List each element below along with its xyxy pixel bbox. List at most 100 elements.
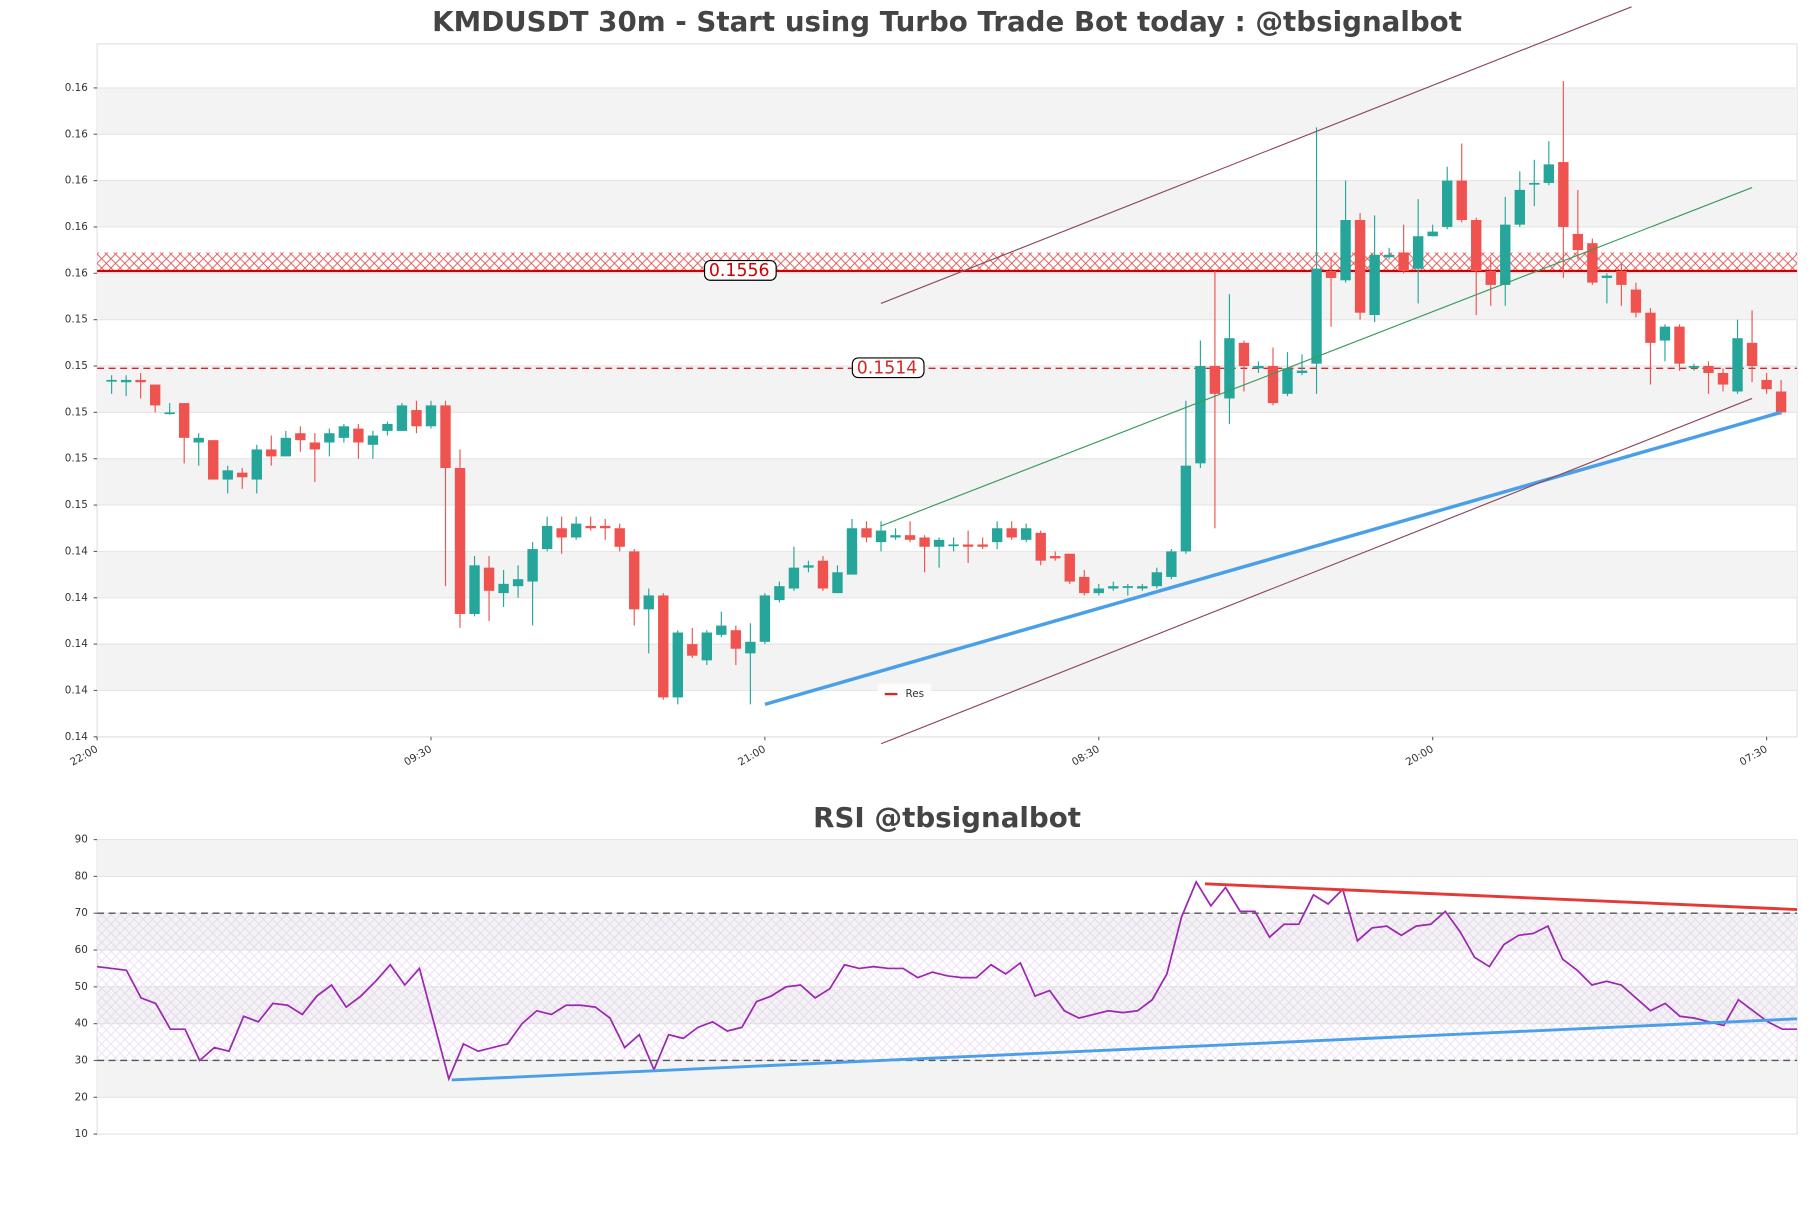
candle-body — [353, 428, 364, 443]
level-label-box — [851, 357, 925, 379]
candle-body — [193, 437, 204, 443]
trend-line — [880, 187, 1753, 527]
level-label: 0.1556 — [709, 261, 770, 281]
candle-body — [1166, 551, 1177, 577]
x-tick-label: 09:30 — [402, 743, 434, 768]
x-tick-label: 20:00 — [1404, 743, 1436, 768]
candle-body — [919, 537, 930, 547]
y-tick-label: 0.16 — [65, 128, 88, 140]
candle-body — [832, 572, 843, 594]
candle-body — [933, 539, 945, 547]
candle-body — [1500, 224, 1511, 285]
y-tick-label: 0.16 — [65, 267, 88, 279]
candle-body — [382, 423, 393, 431]
candle-body — [1209, 366, 1221, 394]
candle-body — [1383, 254, 1395, 258]
chart-title: KMDUSDT 30m - Start using Turbo Trade Bo… — [432, 5, 1462, 38]
y-tick-label: 0.14 — [65, 545, 88, 557]
candle-body — [1630, 289, 1642, 313]
trend-line — [880, 397, 1753, 745]
candle-body — [977, 544, 988, 547]
candle-body — [1253, 366, 1264, 369]
candle-body — [498, 583, 509, 594]
candle-body — [1137, 586, 1148, 589]
grid-band — [97, 273, 1798, 320]
candle-body — [1703, 366, 1714, 373]
y-tick-label: 0.14 — [65, 638, 88, 650]
candle-body — [1354, 220, 1366, 313]
y-tick-label: 0.15 — [65, 499, 88, 511]
y-tick-label: 0.16 — [65, 175, 88, 187]
candle-body — [962, 544, 974, 547]
candle-body — [890, 535, 901, 538]
candle-body — [716, 625, 727, 635]
candle-body — [861, 528, 872, 538]
candle-body — [1108, 586, 1119, 589]
candle-body — [1587, 243, 1598, 283]
candle-body — [570, 523, 582, 538]
candle-body — [527, 549, 538, 582]
candle-body — [483, 567, 495, 591]
candle-body — [1369, 254, 1380, 316]
candle-body — [222, 470, 233, 480]
candle-body — [454, 467, 466, 614]
candle-body — [701, 632, 713, 661]
candle-body — [1616, 270, 1627, 285]
candle-body — [1775, 391, 1787, 413]
candle-body — [687, 644, 698, 656]
candle-body — [440, 405, 451, 468]
y-tick-label: 0.15 — [65, 360, 88, 372]
candle-body — [1093, 588, 1104, 594]
candle-body — [1311, 268, 1322, 364]
x-tick-label: 07:30 — [1738, 743, 1770, 768]
candle-body — [1674, 326, 1685, 364]
x-tick-label: 21:00 — [736, 743, 768, 768]
candle-body — [338, 426, 350, 438]
candle-body — [1180, 465, 1192, 552]
candle-body — [1746, 342, 1758, 367]
candle-body — [1035, 532, 1046, 561]
candle-body — [1732, 338, 1743, 392]
candle-body — [1456, 180, 1467, 221]
candle-body — [178, 403, 190, 438]
y-tick-label: 0.14 — [65, 684, 88, 696]
candle-body — [164, 412, 175, 415]
candle-body — [469, 565, 480, 614]
candle-body — [1543, 164, 1555, 183]
grid-band — [97, 366, 1798, 413]
candle-body — [759, 595, 771, 642]
candle-body — [411, 410, 422, 427]
grid-band — [97, 1060, 1798, 1098]
candle-body — [396, 405, 408, 431]
zone — [97, 913, 1798, 1061]
legend-box — [877, 683, 931, 705]
trend-line — [764, 410, 1782, 707]
candle-body — [948, 544, 959, 547]
candle-body — [774, 586, 785, 601]
y-tick-label: 0.16 — [65, 221, 88, 233]
grid-band — [97, 551, 1798, 598]
y-tick-label: 0.14 — [65, 731, 88, 743]
trend-line — [1204, 882, 1798, 911]
grid-band — [97, 839, 1798, 877]
candle-body — [1296, 370, 1308, 373]
candle-body — [1761, 379, 1772, 390]
y-tick-label: 10 — [75, 1128, 88, 1140]
y-tick-label: 0.15 — [65, 406, 88, 418]
y-tick-label: 40 — [75, 1018, 88, 1030]
candle-body — [425, 405, 437, 427]
candle-body — [1122, 586, 1134, 588]
candle-body — [1717, 372, 1729, 385]
candle-body — [991, 528, 1003, 543]
candle-body — [266, 449, 277, 457]
trend-line — [451, 1017, 1798, 1082]
rsi-line — [96, 880, 1798, 1082]
zone — [97, 252, 1798, 271]
candle-body — [1079, 576, 1090, 594]
grid-band — [97, 180, 1798, 227]
candle-body — [237, 472, 248, 478]
candle-body — [585, 525, 596, 529]
candle-body — [1224, 338, 1235, 399]
